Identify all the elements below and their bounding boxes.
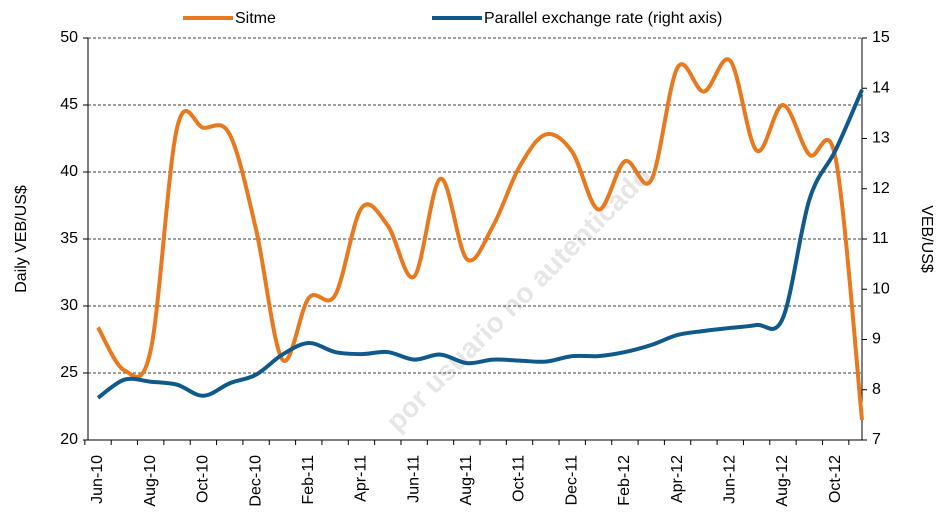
x-tick-label: Oct-11: [511, 455, 528, 502]
x-tick-label: Aug-12: [774, 455, 791, 507]
x-tick-label: Jun-11: [405, 455, 422, 503]
y-tick-label: 45: [60, 96, 78, 113]
y-tick-label: 50: [60, 29, 78, 46]
x-tick-label: Jun-10: [89, 455, 106, 504]
y2-tick-label: 10: [872, 280, 890, 297]
y-tick-label: 30: [60, 297, 78, 314]
y-axis-label: Daily VEB/US$: [13, 185, 30, 293]
y2-tick-label: 12: [872, 180, 890, 197]
x-tick-label: Oct-12: [827, 455, 844, 503]
x-tick-label: Aug-10: [142, 455, 159, 507]
x-tick-label: Apr-12: [669, 455, 686, 503]
x-tick-label: Jun-12: [721, 455, 738, 504]
series-line: [96, 88, 864, 400]
legend-label: Parallel exchange rate (right axis): [484, 10, 722, 27]
y2-tick-label: 8: [872, 381, 881, 398]
y-tick-label: 25: [60, 364, 78, 381]
y2-tick-label: 14: [872, 79, 890, 96]
x-tick-label: Dec-10: [247, 455, 264, 507]
series-line: [96, 57, 864, 421]
x-tick-label: Feb-11: [300, 455, 317, 505]
y2-tick-label: 9: [872, 331, 881, 348]
x-tick-label: Feb-12: [616, 455, 633, 506]
y2-tick-label: 13: [872, 130, 890, 147]
legend-label: Sitme: [235, 10, 276, 27]
x-tick-label: Aug-11: [458, 455, 475, 506]
watermark: por usuario no autenticado: [380, 160, 657, 437]
x-tick-label: Oct-10: [195, 455, 212, 503]
y-tick-label: 20: [60, 431, 78, 448]
y2-tick-label: 11: [872, 230, 889, 247]
y2-axis-label: VEB/US$: [918, 205, 935, 273]
y-tick-label: 35: [60, 230, 78, 247]
x-tick-label: Dec-11: [563, 455, 580, 505]
y2-tick-label: 7: [872, 431, 881, 448]
x-tick-label: Apr-11: [353, 455, 370, 502]
y2-tick-label: 15: [872, 29, 890, 46]
y-tick-label: 40: [60, 163, 78, 180]
